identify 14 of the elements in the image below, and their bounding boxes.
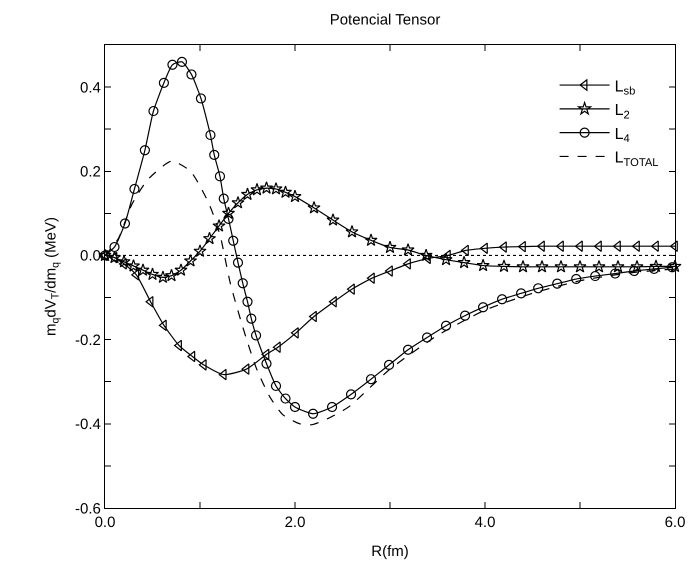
y-tick-label: 0.4 (80, 79, 101, 96)
chart-title: Potencial Tensor (330, 12, 440, 29)
legend-label: L$_{sb}$ (614, 78, 636, 98)
y-tick-label: 0.2 (80, 164, 101, 181)
x-tick-label: 6.0 (664, 514, 686, 532)
x-tick-label: 2.0 (284, 514, 306, 532)
legend-label: L$_{4}$ (614, 126, 630, 146)
legend-label: L$_{2}$ (614, 102, 630, 122)
y-tick-label: 0.0 (80, 248, 101, 265)
y-tick-label: -0.2 (75, 332, 101, 349)
x-axis-title: R(fm) (371, 543, 409, 560)
legend-label: L$_{TOTAL}$ (614, 150, 659, 170)
y-tick-label: -0.4 (75, 416, 101, 434)
x-tick-label: 4.0 (474, 514, 496, 532)
